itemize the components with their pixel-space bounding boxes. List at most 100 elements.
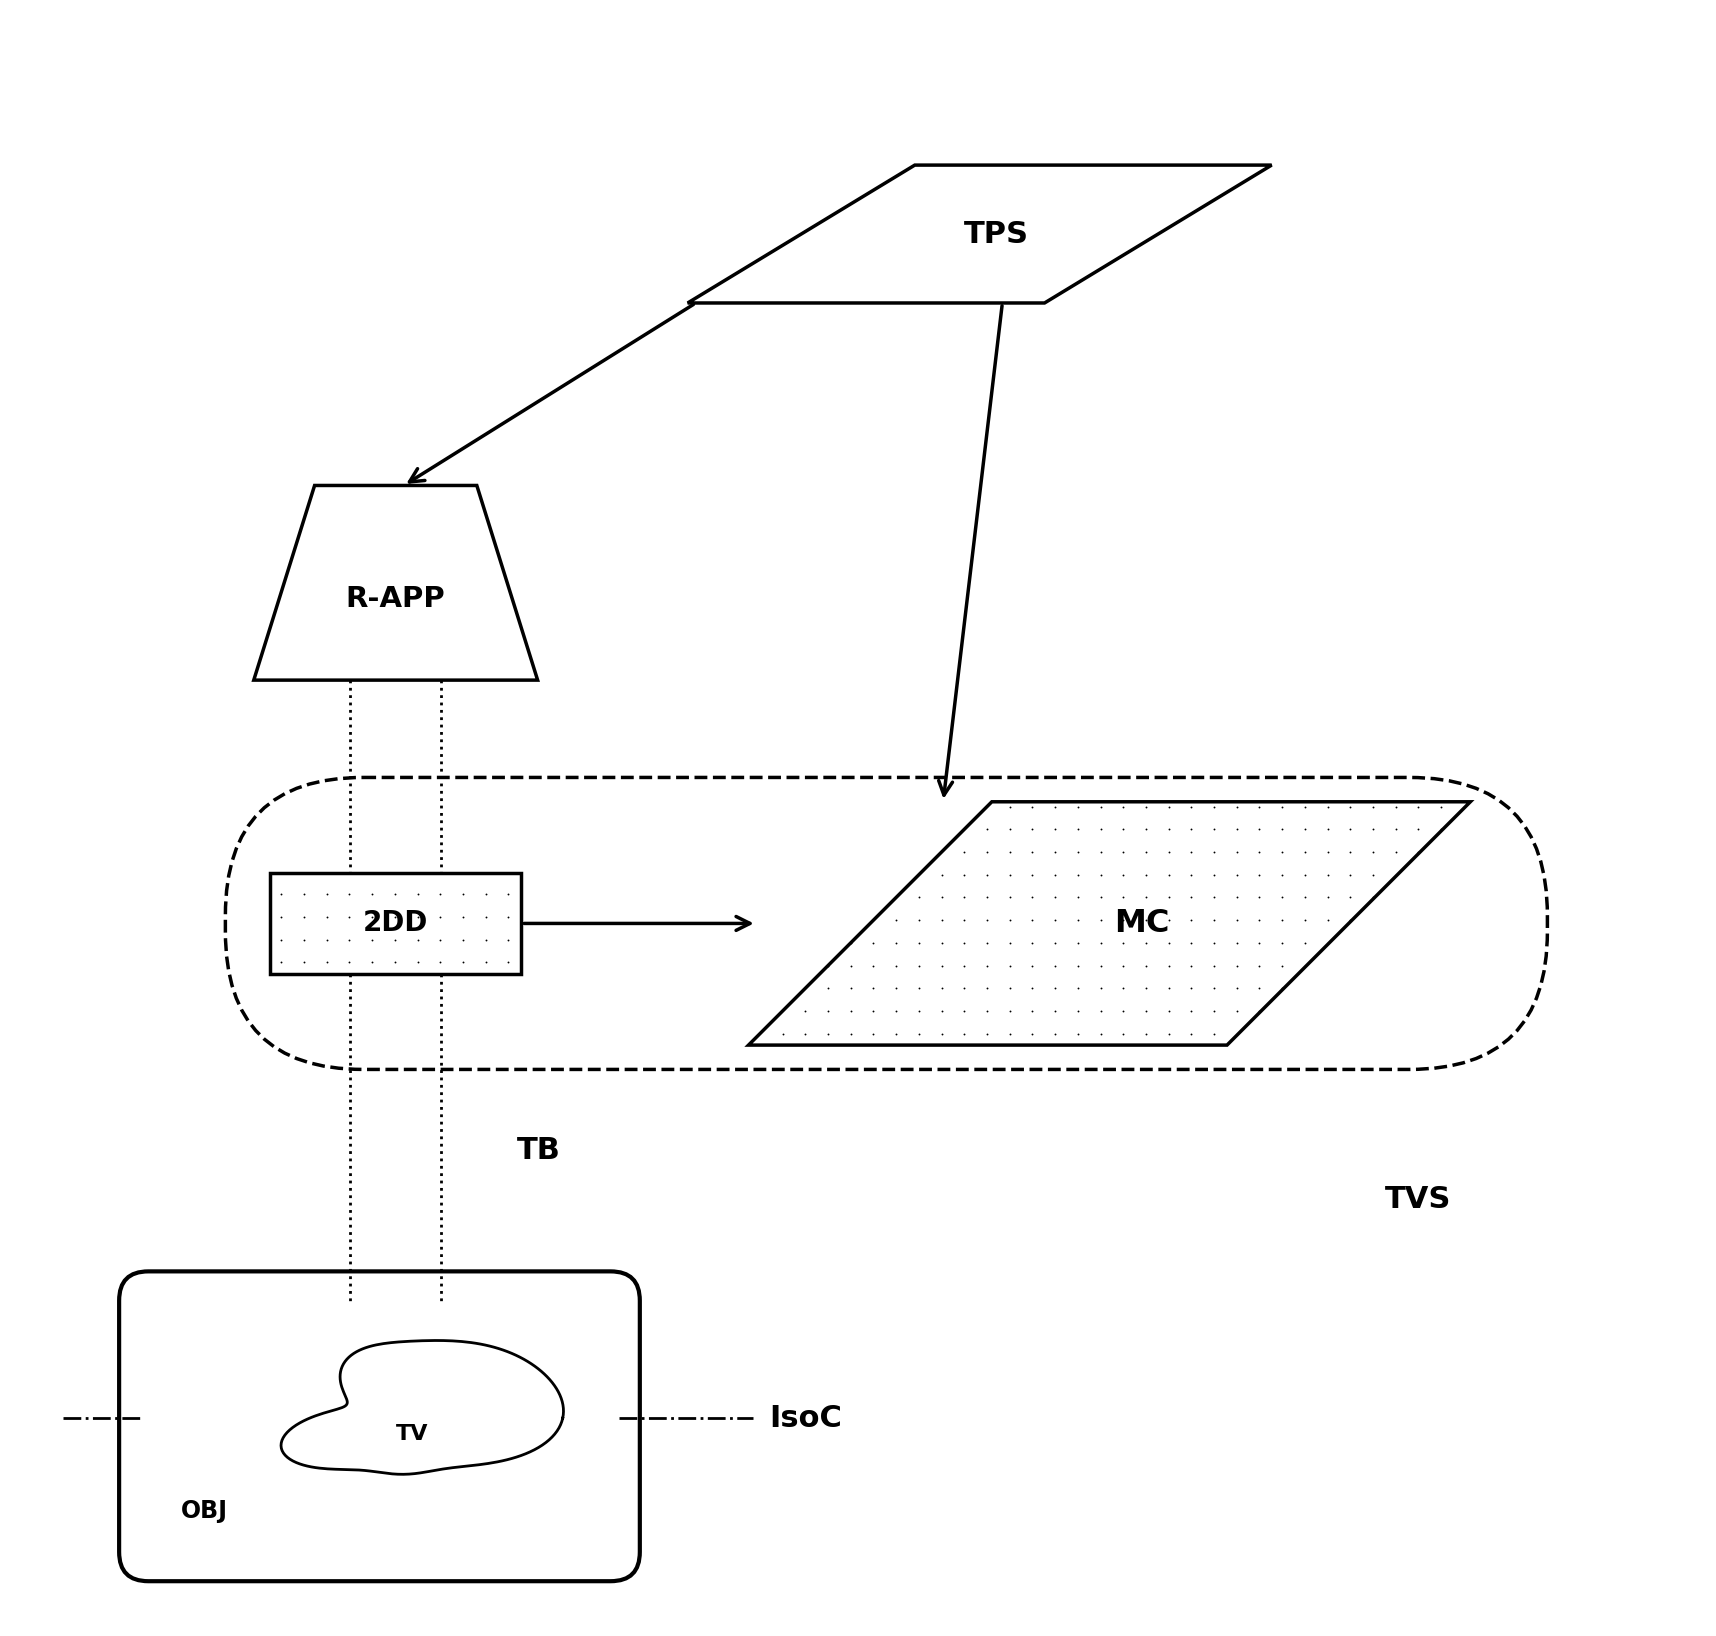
Point: [1268, 839, 1296, 865]
Point: [1224, 1021, 1251, 1047]
Point: [359, 949, 386, 975]
Point: [1290, 885, 1318, 911]
Point: [1199, 975, 1227, 1001]
Point: [268, 949, 295, 975]
Polygon shape: [688, 165, 1272, 303]
Point: [1133, 952, 1160, 978]
Point: [1177, 975, 1205, 1001]
Point: [995, 816, 1023, 843]
Point: [1155, 793, 1182, 820]
Text: R-APP: R-APP: [347, 586, 446, 614]
Point: [312, 882, 340, 908]
Point: [1199, 998, 1227, 1024]
Point: [1359, 839, 1387, 865]
Text: 2DD: 2DD: [364, 910, 429, 937]
Point: [1110, 839, 1138, 865]
Point: [336, 903, 364, 929]
Point: [1246, 862, 1273, 888]
Point: [1290, 839, 1318, 865]
Point: [1064, 975, 1091, 1001]
Point: [268, 926, 295, 952]
Point: [290, 949, 317, 975]
Point: [973, 929, 1000, 955]
Point: [1359, 885, 1387, 911]
Point: [1086, 1021, 1114, 1047]
Point: [1155, 998, 1182, 1024]
Point: [973, 862, 1000, 888]
Point: [1177, 885, 1205, 911]
Point: [1359, 816, 1387, 843]
Point: [1042, 816, 1069, 843]
Point: [1177, 929, 1205, 955]
Point: [882, 952, 909, 978]
Point: [1019, 975, 1047, 1001]
Point: [995, 862, 1023, 888]
Point: [1337, 885, 1364, 911]
Point: [1110, 816, 1138, 843]
Point: [1177, 816, 1205, 843]
Point: [928, 952, 956, 978]
Text: TPS: TPS: [963, 219, 1028, 249]
Point: [1086, 885, 1114, 911]
Point: [472, 903, 499, 929]
Point: [1314, 793, 1342, 820]
Point: [951, 929, 978, 955]
Point: [312, 949, 340, 975]
Point: [1064, 952, 1091, 978]
Point: [1155, 1021, 1182, 1047]
Point: [928, 975, 956, 1001]
Point: [1133, 906, 1160, 933]
Point: [995, 793, 1023, 820]
Point: [769, 1021, 796, 1047]
Point: [472, 949, 499, 975]
Point: [1086, 839, 1114, 865]
Point: [1199, 862, 1227, 888]
Point: [1086, 793, 1114, 820]
Point: [381, 882, 408, 908]
Point: [1199, 906, 1227, 933]
Point: [815, 998, 843, 1024]
Point: [403, 949, 431, 975]
Point: [1064, 906, 1091, 933]
Point: [1224, 998, 1251, 1024]
Point: [1405, 793, 1433, 820]
Point: [1199, 1021, 1227, 1047]
Point: [973, 839, 1000, 865]
Point: [336, 926, 364, 952]
Point: [1177, 1021, 1205, 1047]
Point: [1155, 885, 1182, 911]
Point: [1268, 975, 1296, 1001]
Point: [995, 929, 1023, 955]
Point: [1042, 885, 1069, 911]
Point: [973, 952, 1000, 978]
Point: [403, 903, 431, 929]
Point: [1246, 839, 1273, 865]
Point: [1086, 929, 1114, 955]
Point: [403, 882, 431, 908]
Point: [973, 975, 1000, 1001]
Point: [882, 1021, 909, 1047]
Text: TVS: TVS: [1385, 1184, 1450, 1214]
Point: [815, 1021, 843, 1047]
Point: [951, 975, 978, 1001]
Point: [791, 998, 819, 1024]
Point: [494, 949, 522, 975]
Point: [1290, 906, 1318, 933]
Point: [494, 882, 522, 908]
Point: [1314, 816, 1342, 843]
Point: [1019, 998, 1047, 1024]
Point: [1019, 1021, 1047, 1047]
Point: [1086, 862, 1114, 888]
Point: [1086, 975, 1114, 1001]
Point: [427, 882, 455, 908]
Point: [1224, 839, 1251, 865]
Point: [837, 929, 865, 955]
Point: [336, 949, 364, 975]
Point: [1064, 1021, 1091, 1047]
Point: [837, 1021, 865, 1047]
Point: [1064, 998, 1091, 1024]
Point: [815, 975, 843, 1001]
Point: [995, 998, 1023, 1024]
Point: [1155, 906, 1182, 933]
Point: [1428, 793, 1455, 820]
